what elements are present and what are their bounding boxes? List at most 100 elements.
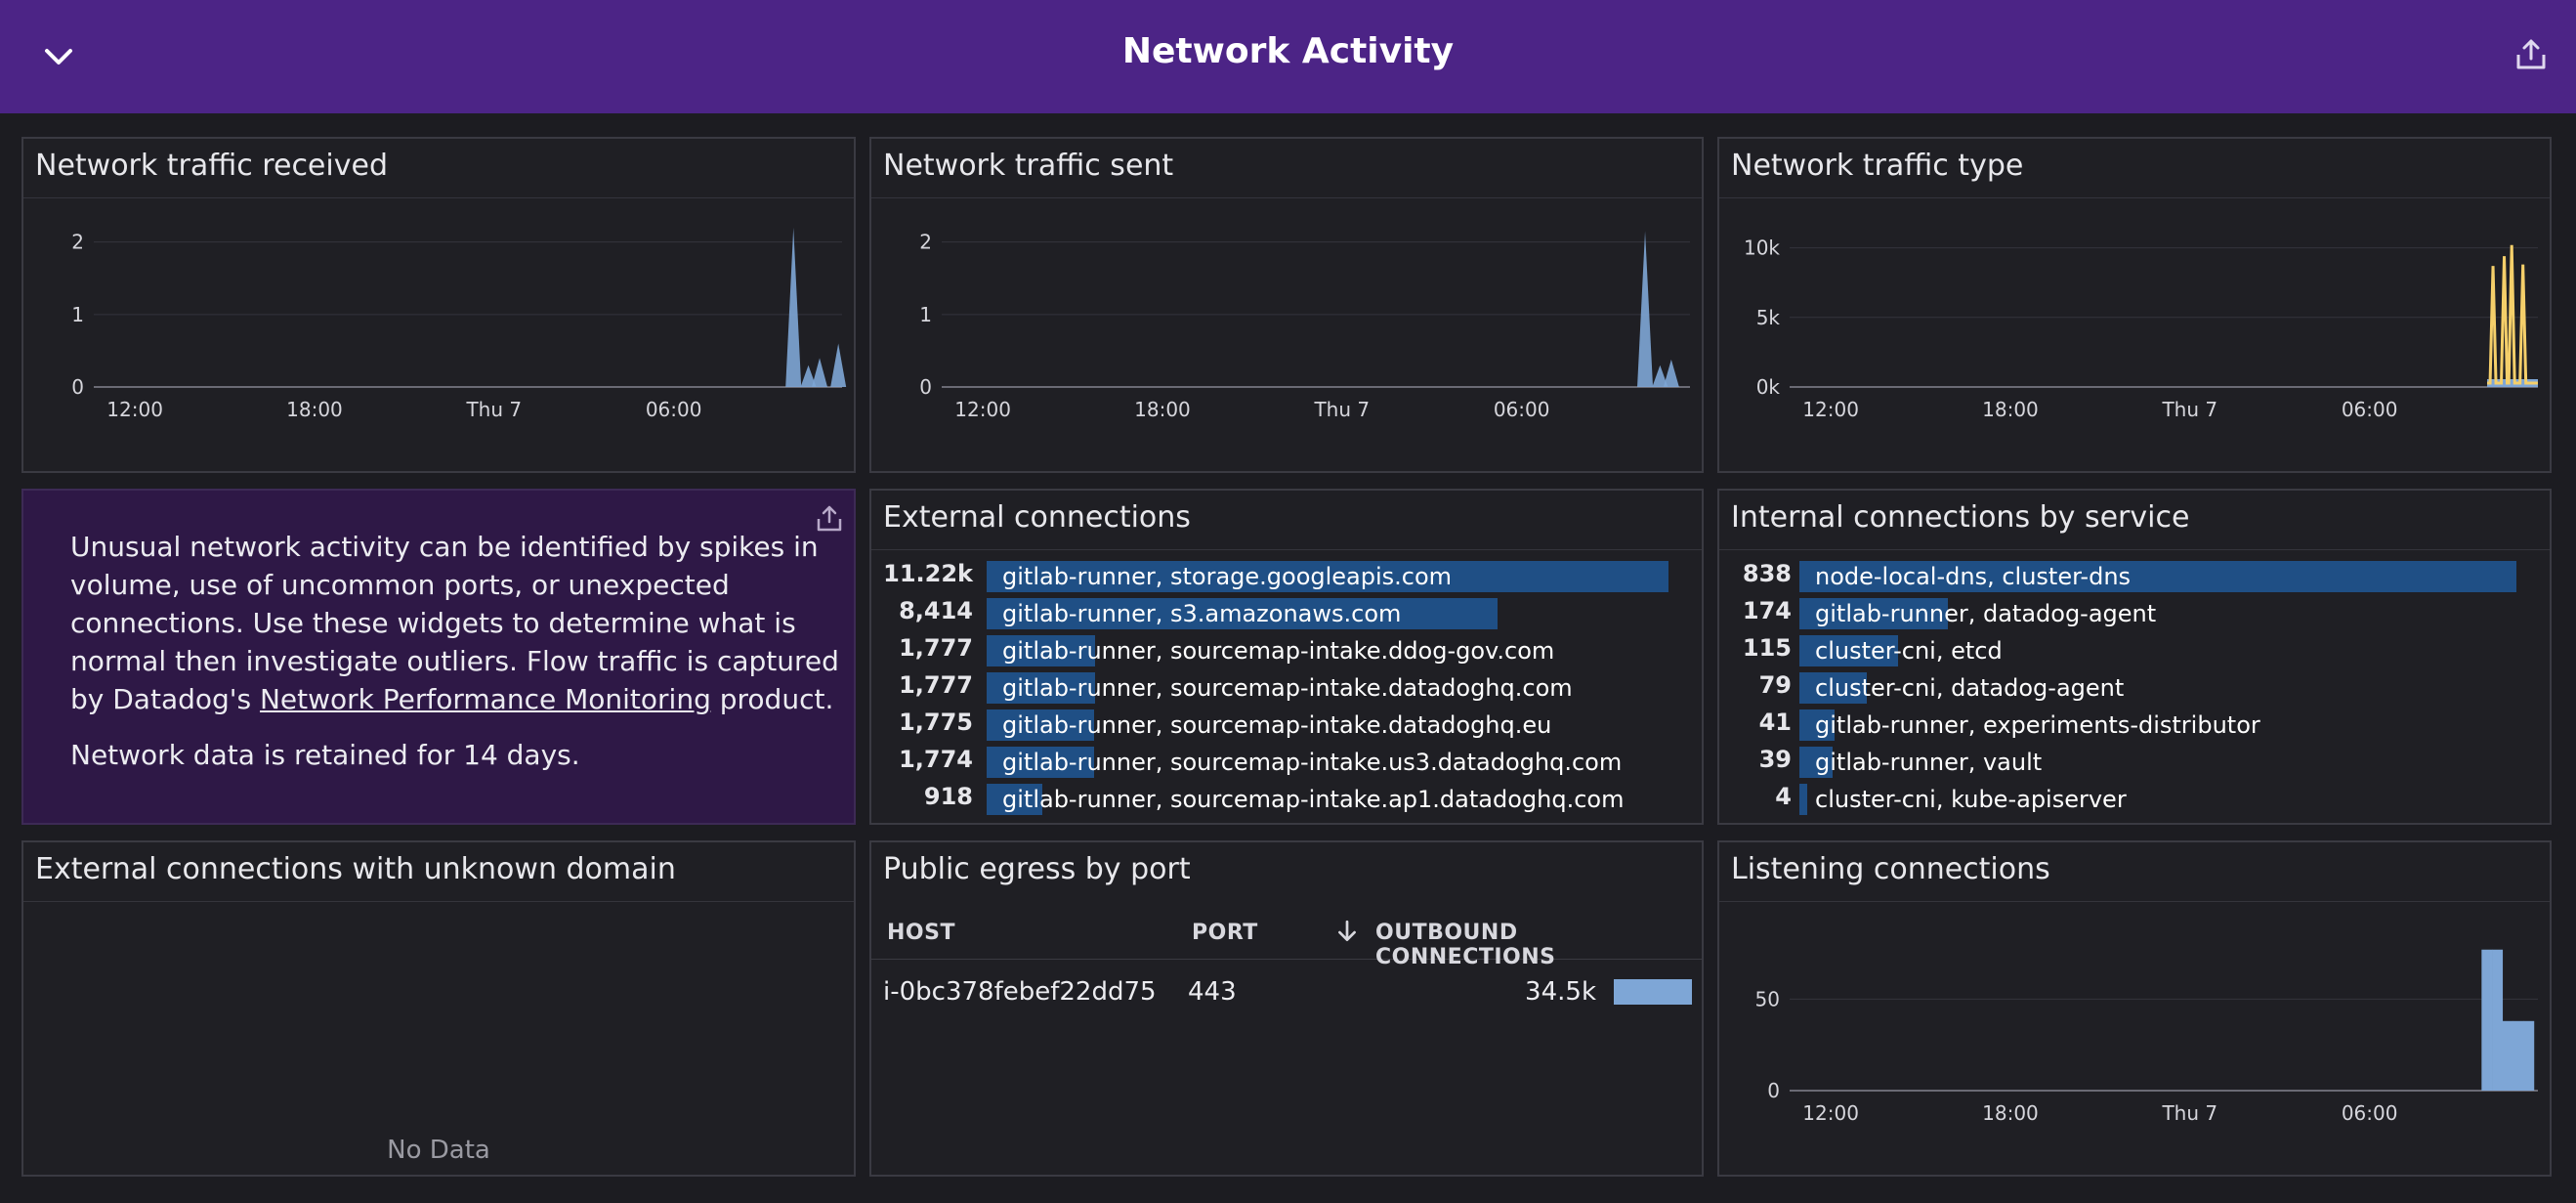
- page-title: Network Activity: [1121, 31, 1455, 71]
- note-body-end: product.: [710, 683, 834, 715]
- chevron-down-icon[interactable]: [39, 37, 78, 76]
- toplist-row[interactable]: 918 gitlab-runner, sourcemap-intake.ap1.d…: [871, 780, 1702, 817]
- divider: [1719, 549, 2550, 550]
- arrow-down-icon[interactable]: [1334, 919, 1360, 944]
- cell-port: 443: [1188, 977, 1237, 1007]
- toplist-row[interactable]: 4 cluster-cni, kube-apiserver: [1719, 780, 2550, 817]
- table-row[interactable]: i-0bc378febef22dd75 443 34.5k: [871, 960, 1702, 1020]
- dashboard-header: Network Activity: [0, 0, 2576, 113]
- divider: [871, 549, 1702, 550]
- bar-chart[interactable]: 0 50 12:00 18:00 Thu 7 06:00: [1719, 903, 2550, 1177]
- toplist-value: 1,775: [899, 709, 973, 736]
- toplist-label: cluster-cni, kube-apiserver: [1815, 786, 2127, 813]
- x-tick-label: Thu 7: [465, 398, 522, 421]
- toplist-label: gitlab-runner, s3.amazonaws.com: [1002, 600, 1402, 627]
- timeseries-chart[interactable]: 0 1 2 12:00 18:00 Thu 7 06:00: [871, 199, 1702, 473]
- bar: [2513, 1020, 2524, 1091]
- widget-title: Public egress by port: [883, 852, 1191, 886]
- toplist-value: 41: [1758, 709, 1792, 736]
- toplist-value: 174: [1742, 597, 1792, 624]
- toplist-row[interactable]: 11.22k gitlab-runner, storage.googleapis.…: [871, 557, 1702, 594]
- toplist-label: cluster-cni, etcd: [1815, 637, 2003, 665]
- widget-network-traffic-type[interactable]: Network traffic type 0k 5k 10k 12:00 18:00 Th…: [1717, 137, 2552, 473]
- widget-internal-connections[interactable]: Internal connections by service 838 node-…: [1717, 489, 2552, 825]
- toplist-bar: [987, 598, 1499, 629]
- x-tick-label: Thu 7: [2161, 1101, 2217, 1125]
- widget-public-egress[interactable]: Public egress by port HOST PORT OUTBOUND…: [869, 840, 1704, 1177]
- toplist-value: 838: [1742, 560, 1792, 587]
- toplist-row[interactable]: 39 gitlab-runner, vault: [1719, 743, 2550, 780]
- toplist-bar: [987, 672, 1095, 704]
- x-tick-label: 12:00: [106, 398, 163, 421]
- timeseries-chart[interactable]: 0 1 2 12:00 18:00 Thu 7 06:00: [23, 199, 854, 473]
- y-tick-label: 0: [919, 375, 932, 399]
- column-outbound-connections[interactable]: OUTBOUND CONNECTIONS: [1375, 921, 1556, 969]
- toplist-row[interactable]: 115 cluster-cni, etcd: [1719, 631, 2550, 668]
- y-tick-label: 0: [1767, 1079, 1780, 1102]
- bar: [2523, 1020, 2535, 1091]
- widget-title: Internal connections by service: [1731, 500, 2190, 535]
- toplist-row[interactable]: 174 gitlab-runner, datadog-agent: [1719, 594, 2550, 631]
- widget-listening-connections[interactable]: Listening connections 0 50 12:00 18:00 Thu 7…: [1717, 840, 2552, 1177]
- area-spike: [1637, 231, 1654, 387]
- note-body: Unusual network activity can be identifi…: [70, 531, 839, 715]
- x-tick-label: Thu 7: [1313, 398, 1370, 421]
- divider: [1719, 901, 2550, 902]
- widget-network-traffic-received[interactable]: Network traffic received 0 1 2 12:00 18:00 Th…: [21, 137, 856, 473]
- area-spike: [785, 227, 802, 387]
- toplist-label: gitlab-runner, sourcemap-intake.datadogh…: [1002, 674, 1573, 702]
- no-data-message: No Data: [387, 1136, 490, 1165]
- series-baseline: [2487, 379, 2538, 387]
- toplist-row[interactable]: 41 gitlab-runner, experiments-distributor: [1719, 706, 2550, 743]
- divider: [23, 901, 854, 902]
- widget-title: External connections with unknown domain: [35, 852, 676, 886]
- toplist-value: 39: [1758, 746, 1792, 773]
- toplist-label: gitlab-runner, vault: [1815, 749, 2043, 776]
- toplist-label: gitlab-runner, storage.googleapis.com: [1002, 563, 1453, 590]
- toplist-row[interactable]: 1,775 gitlab-runner, sourcemap-intake.dat…: [871, 706, 1702, 743]
- toplist-label: gitlab-runner, sourcemap-intake.us3.data…: [1002, 749, 1623, 776]
- toplist-bar: [987, 709, 1095, 741]
- x-tick-label: 18:00: [1982, 1101, 2039, 1125]
- widget-title: Network traffic received: [35, 149, 388, 183]
- table-header: HOST PORT OUTBOUND CONNECTIONS: [871, 903, 1702, 969]
- series-line: [2487, 244, 2538, 385]
- toplist-value: 8,414: [899, 597, 973, 624]
- npm-link[interactable]: Network Performance Monitoring: [259, 683, 711, 715]
- widget-external-connections[interactable]: External connections 11.22k gitlab-runner…: [869, 489, 1704, 825]
- toplist-row[interactable]: 79 cluster-cni, datadog-agent: [1719, 668, 2550, 706]
- column-port[interactable]: PORT: [1192, 921, 1258, 945]
- toplist-row[interactable]: 1,774 gitlab-runner, sourcemap-intake.us3…: [871, 743, 1702, 780]
- timeseries-chart[interactable]: 0k 5k 10k 12:00 18:00 Thu 7 06:00: [1719, 199, 2550, 473]
- share-icon[interactable]: [2513, 37, 2549, 72]
- toplist-row[interactable]: 8,414 gitlab-runner, s3.amazonaws.com: [871, 594, 1702, 631]
- widget-title: Listening connections: [1731, 852, 2050, 886]
- x-tick-label: 06:00: [646, 398, 702, 421]
- toplist-row[interactable]: 838 node-local-dns, cluster-dns: [1719, 557, 2550, 594]
- toplist-row[interactable]: 1,777 gitlab-runner, sourcemap-intake.dat…: [871, 668, 1702, 706]
- toplist-label: gitlab-runner, sourcemap-intake.ap1.data…: [1002, 786, 1625, 813]
- column-host[interactable]: HOST: [887, 921, 955, 945]
- toplist-row[interactable]: 1,777 gitlab-runner, sourcemap-intake.ddo…: [871, 631, 1702, 668]
- x-tick-label: 06:00: [1494, 398, 1550, 421]
- y-tick-label: 50: [1755, 987, 1780, 1010]
- x-tick-label: 12:00: [1802, 1101, 1859, 1125]
- toplist-bar: [1799, 672, 1868, 704]
- divider: [23, 197, 854, 198]
- toplist-bar: [987, 747, 1095, 778]
- x-tick-label: 18:00: [286, 398, 343, 421]
- x-tick-label: Thu 7: [2161, 398, 2217, 421]
- widget-unknown-domain[interactable]: External connections with unknown domain…: [21, 840, 856, 1177]
- area-spike: [800, 365, 817, 387]
- y-tick-label: 2: [71, 231, 84, 254]
- share-icon[interactable]: [815, 504, 844, 534]
- toplist-label: gitlab-runner, sourcemap-intake.ddog-gov…: [1002, 637, 1555, 665]
- y-tick-label: 1: [71, 303, 84, 326]
- x-tick-label: 06:00: [2342, 1101, 2398, 1125]
- toplist-value: 1,774: [899, 746, 973, 773]
- cell-outbound: 34.5k: [1525, 977, 1596, 1007]
- area-spike: [1663, 359, 1679, 387]
- y-tick-label: 0: [71, 375, 84, 399]
- area-spike: [830, 343, 847, 387]
